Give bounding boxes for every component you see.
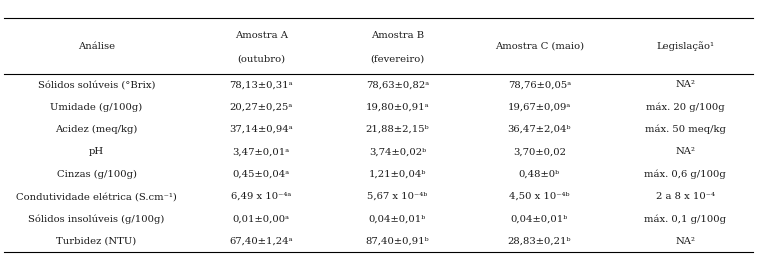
Text: pH: pH [89, 147, 104, 156]
Text: 19,67±0,09ᵃ: 19,67±0,09ᵃ [508, 103, 571, 112]
Text: (fevereiro): (fevereiro) [370, 55, 425, 64]
Text: Cinzas (g/100g): Cinzas (g/100g) [57, 170, 136, 179]
Text: Amostra C (maio): Amostra C (maio) [495, 42, 584, 50]
Text: 2 a 8 x 10⁻⁴: 2 a 8 x 10⁻⁴ [656, 192, 715, 201]
Text: NA²: NA² [675, 237, 695, 246]
Text: 20,27±0,25ᵃ: 20,27±0,25ᵃ [229, 103, 293, 112]
Text: máx. 0,1 g/100g: máx. 0,1 g/100g [644, 214, 726, 224]
Text: 3,47±0,01ᵃ: 3,47±0,01ᵃ [232, 147, 290, 156]
Text: Umidade (g/100g): Umidade (g/100g) [51, 103, 142, 112]
Text: 1,21±0,04ᵇ: 1,21±0,04ᵇ [369, 170, 426, 179]
Text: Acidez (meq/kg): Acidez (meq/kg) [55, 125, 138, 134]
Text: Condutividade elétrica (S.cm⁻¹): Condutividade elétrica (S.cm⁻¹) [16, 192, 177, 201]
Text: 0,45±0,04ᵃ: 0,45±0,04ᵃ [232, 170, 290, 179]
Text: 3,74±0,02ᵇ: 3,74±0,02ᵇ [369, 147, 426, 156]
Text: Análise: Análise [78, 42, 115, 50]
Text: 78,13±0,31ᵃ: 78,13±0,31ᵃ [229, 80, 293, 89]
Text: Sólidos insolúveis (g/100g): Sólidos insolúveis (g/100g) [28, 214, 165, 224]
Text: NA²: NA² [675, 147, 695, 156]
Text: (outubro): (outubro) [237, 55, 285, 64]
Text: 19,80±0,91ᵃ: 19,80±0,91ᵃ [366, 103, 429, 112]
Text: 6,49 x 10⁻⁴ᵃ: 6,49 x 10⁻⁴ᵃ [231, 192, 291, 201]
Text: Turbidez (NTU): Turbidez (NTU) [56, 237, 137, 246]
Text: máx. 50 meq/kg: máx. 50 meq/kg [645, 125, 725, 134]
Text: 36,47±2,04ᵇ: 36,47±2,04ᵇ [508, 125, 571, 134]
Text: máx. 20 g/100g: máx. 20 g/100g [646, 102, 724, 112]
Text: 78,63±0,82ᵃ: 78,63±0,82ᵃ [366, 80, 429, 89]
Text: 5,67 x 10⁻⁴ᵇ: 5,67 x 10⁻⁴ᵇ [367, 192, 428, 201]
Text: 3,70±0,02: 3,70±0,02 [512, 147, 566, 156]
Text: Sólidos solúveis (°Brix): Sólidos solúveis (°Brix) [38, 80, 155, 89]
Text: 78,76±0,05ᵃ: 78,76±0,05ᵃ [508, 80, 571, 89]
Text: máx. 0,6 g/100g: máx. 0,6 g/100g [644, 169, 726, 179]
Text: 28,83±0,21ᵇ: 28,83±0,21ᵇ [508, 237, 571, 246]
Text: 0,04±0,01ᵇ: 0,04±0,01ᵇ [511, 214, 568, 224]
Text: Amostra A: Amostra A [235, 31, 288, 40]
Text: Amostra B: Amostra B [371, 31, 424, 40]
Text: 0,04±0,01ᵇ: 0,04±0,01ᵇ [369, 214, 426, 224]
Text: 21,88±2,15ᵇ: 21,88±2,15ᵇ [366, 125, 429, 134]
Text: 37,14±0,94ᵃ: 37,14±0,94ᵃ [229, 125, 293, 134]
Text: Legislação¹: Legislação¹ [656, 41, 714, 51]
Text: 87,40±0,91ᵇ: 87,40±0,91ᵇ [366, 237, 429, 246]
Text: NA²: NA² [675, 80, 695, 89]
Text: 0,01±0,00ᵃ: 0,01±0,00ᵃ [232, 214, 290, 224]
Text: 0,48±0ᵇ: 0,48±0ᵇ [519, 170, 560, 179]
Text: 4,50 x 10⁻⁴ᵇ: 4,50 x 10⁻⁴ᵇ [509, 192, 569, 201]
Text: 67,40±1,24ᵃ: 67,40±1,24ᵃ [229, 237, 293, 246]
